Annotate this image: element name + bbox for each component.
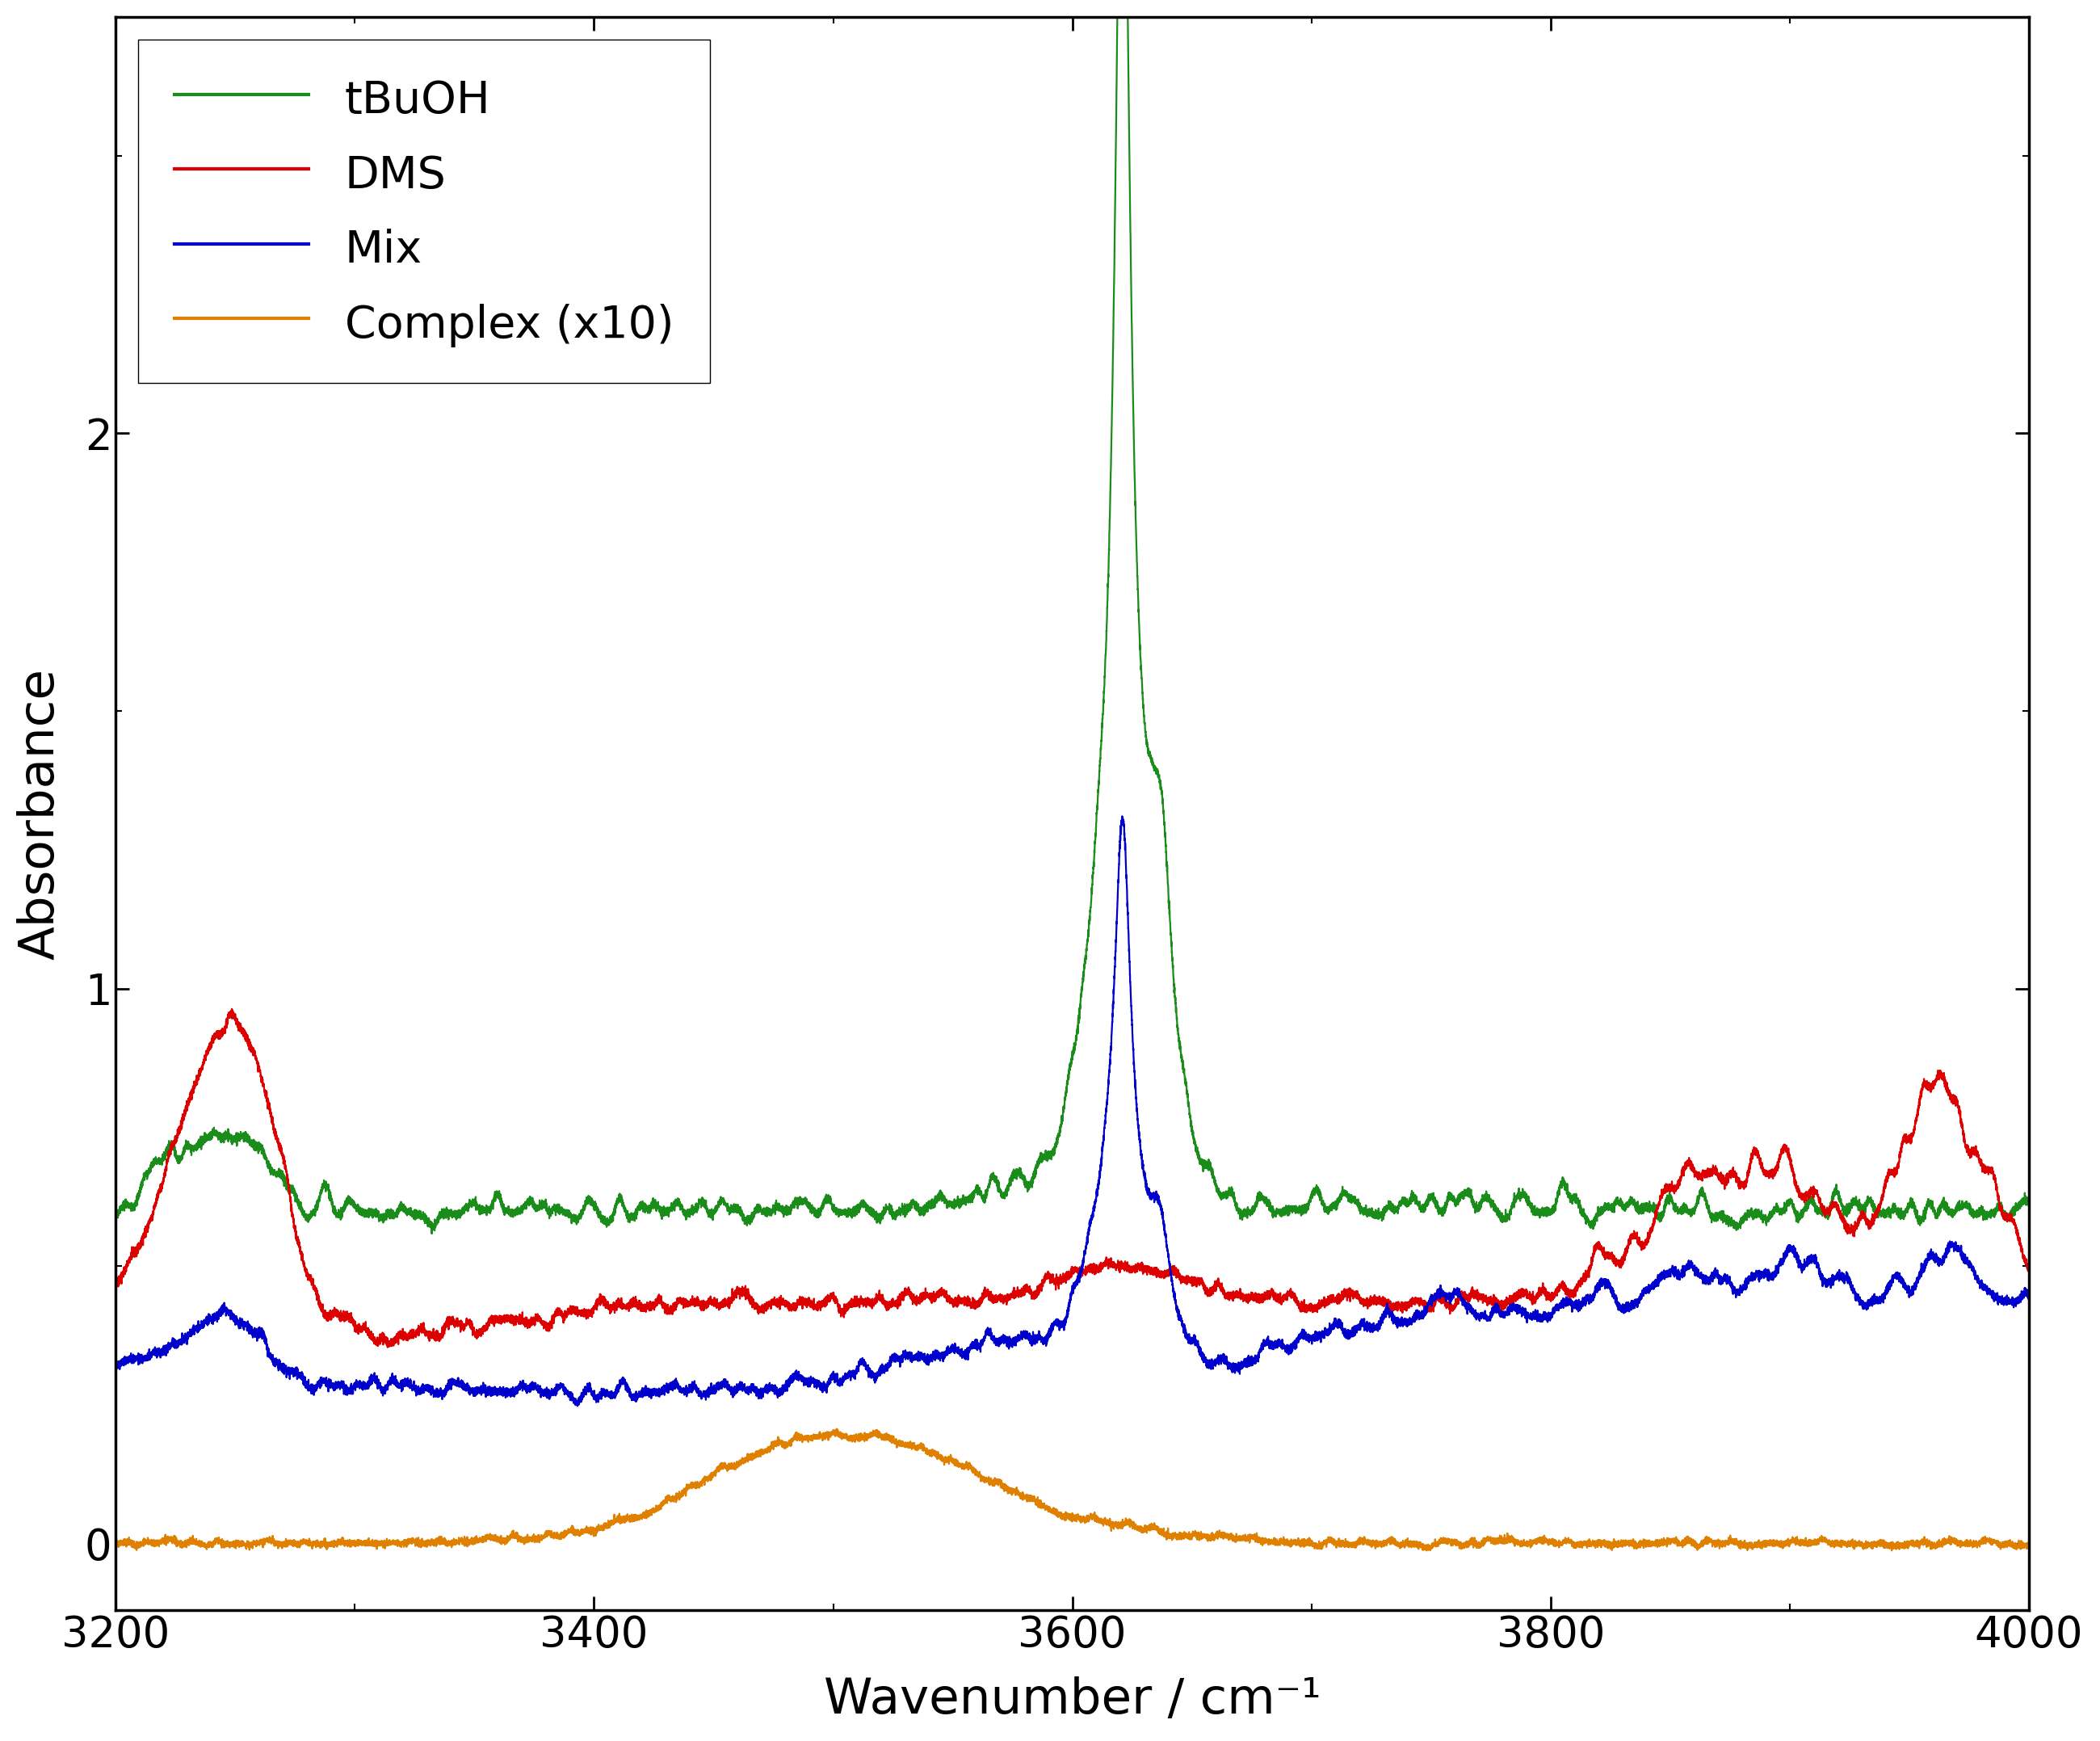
DMS bbox=[1674, 1154, 1699, 1175]
tBuOH bbox=[1940, 1201, 1966, 1222]
tBuOH bbox=[1105, 7, 1130, 28]
Mix bbox=[1802, 1245, 1827, 1266]
DMS bbox=[2016, 1257, 2041, 1278]
Complex (x10) bbox=[1674, 1534, 1699, 1555]
Line: DMS: DMS bbox=[116, 1010, 2029, 1348]
Mix bbox=[1940, 1231, 1966, 1252]
Mix bbox=[292, 1374, 317, 1395]
tBuOH bbox=[103, 1201, 128, 1222]
tBuOH bbox=[1628, 1200, 1653, 1220]
Complex (x10) bbox=[2016, 1534, 2041, 1555]
Complex (x10) bbox=[103, 1532, 128, 1553]
Complex (x10) bbox=[1802, 1530, 1827, 1551]
tBuOH bbox=[1802, 1201, 1827, 1222]
Complex (x10) bbox=[1628, 1532, 1653, 1553]
Complex (x10) bbox=[825, 1419, 850, 1440]
Mix bbox=[2016, 1288, 2041, 1309]
Line: tBuOH: tBuOH bbox=[116, 17, 2029, 1234]
DMS bbox=[376, 1337, 401, 1358]
Line: Mix: Mix bbox=[116, 817, 2029, 1407]
DMS bbox=[1628, 1229, 1653, 1250]
tBuOH bbox=[2016, 1196, 2041, 1217]
Mix bbox=[103, 1354, 128, 1375]
tBuOH bbox=[586, 1203, 611, 1224]
tBuOH bbox=[292, 1207, 317, 1227]
tBuOH bbox=[420, 1224, 445, 1245]
DMS bbox=[218, 999, 244, 1020]
Mix bbox=[1628, 1288, 1653, 1309]
X-axis label: Wavenumber / cm⁻¹: Wavenumber / cm⁻¹ bbox=[823, 1677, 1321, 1724]
DMS bbox=[1940, 1090, 1966, 1111]
tBuOH bbox=[1674, 1198, 1699, 1219]
DMS bbox=[588, 1290, 613, 1311]
Mix bbox=[1674, 1255, 1699, 1276]
Mix bbox=[1109, 806, 1134, 827]
Line: Complex (x10): Complex (x10) bbox=[116, 1429, 2029, 1551]
Mix bbox=[586, 1384, 611, 1405]
DMS bbox=[1802, 1180, 1827, 1201]
DMS bbox=[292, 1259, 317, 1280]
Complex (x10) bbox=[1940, 1530, 1966, 1551]
Complex (x10) bbox=[1413, 1541, 1439, 1562]
Complex (x10) bbox=[292, 1532, 317, 1553]
DMS bbox=[103, 1271, 128, 1292]
Complex (x10) bbox=[586, 1520, 611, 1541]
Y-axis label: Absorbance: Absorbance bbox=[17, 669, 65, 959]
Mix bbox=[565, 1396, 590, 1417]
Legend: tBuOH, DMS, Mix, Complex (x10): tBuOH, DMS, Mix, Complex (x10) bbox=[139, 40, 710, 383]
